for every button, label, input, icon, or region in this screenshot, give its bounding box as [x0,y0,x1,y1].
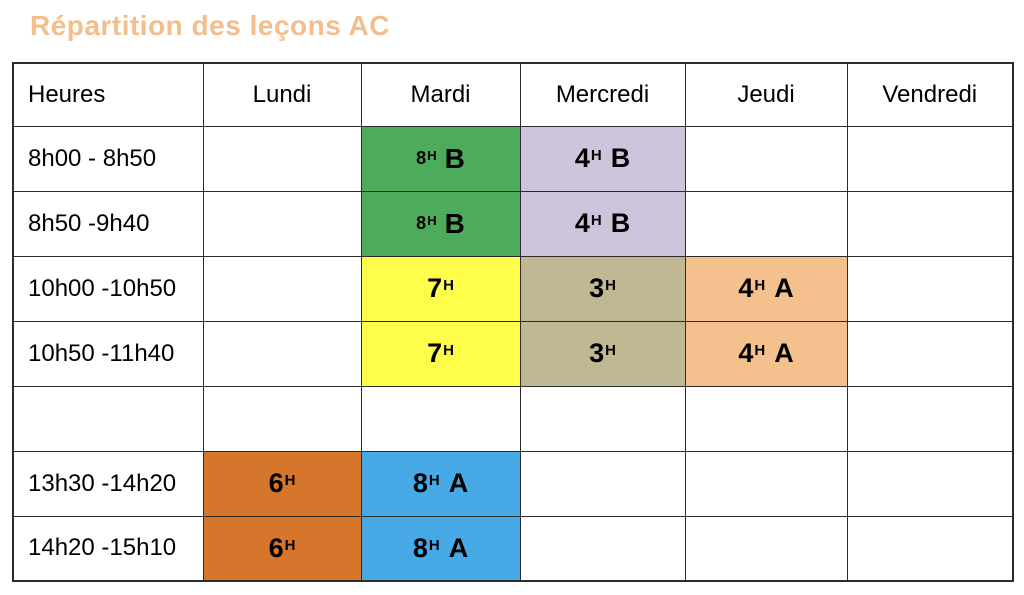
empty-cell [360,385,521,452]
column-header-jeudi: Jeudi [684,62,848,127]
timetable-body: 8h00 - 8h50 8H B 4H B 8h50 -9h40 8H B 4H B 10h00 -… [12,125,1014,582]
lesson-hours-unit: H [605,277,616,294]
lesson-cell: 3H [519,255,686,322]
lesson-hours-unit: H [428,536,440,554]
lesson-hours-unit: H [284,472,296,489]
lesson-group: B [610,143,631,173]
lesson-group: B [444,142,465,174]
time-cell: 10h00 -10h50 [12,255,204,322]
empty-cell [202,255,362,322]
empty-cell [684,515,848,582]
lesson-cell: 4H A [684,255,848,322]
lesson-hours: 7 [427,273,443,303]
lesson-hours-unit: H [443,342,454,359]
empty-cell [202,125,362,192]
lesson-cell: 4H B [519,125,686,192]
lesson-hours: 8 [416,212,427,233]
lesson-cell: 6H [202,515,362,582]
column-header-vendredi: Vendredi [846,62,1014,127]
timetable-header: Heures Lundi Mardi Mercredi Jeudi Vendre… [12,62,1014,127]
lesson-hours-unit: H [428,472,440,489]
lesson-hours-unit: H [427,147,437,163]
lesson-hours: 6 [268,468,284,498]
lesson-cell: 6H [202,450,362,517]
empty-cell [846,320,1014,387]
time-cell: 8h00 - 8h50 [12,125,204,192]
column-header-heures: Heures [12,62,204,127]
table-row: 10h50 -11h40 7H 3H 4H A [12,320,1014,387]
lesson-cell: 3H [519,320,686,387]
lesson-hours-unit: H [443,277,454,294]
lesson-group: A [774,338,794,368]
lesson-cell: 8H B [360,125,521,192]
lesson-group: A [448,468,469,498]
empty-cell [202,190,362,257]
lesson-hours: 7 [427,338,443,368]
lesson-group: B [444,207,465,239]
empty-cell [846,255,1014,322]
column-header-lundi: Lundi [202,62,362,127]
empty-cell [202,320,362,387]
empty-cell [846,450,1014,517]
empty-cell [846,515,1014,582]
timetable: Heures Lundi Mardi Mercredi Jeudi Vendre… [12,62,1014,582]
time-cell: 8h50 -9h40 [12,190,204,257]
page-title: Répartition des leçons AC [30,10,390,41]
lesson-hours: 3 [589,338,605,368]
table-row: 8h00 - 8h50 8H B 4H B [12,125,1014,192]
lesson-hours: 8 [412,468,428,498]
time-cell: 14h20 -15h10 [12,515,204,582]
lesson-hours-unit: H [605,342,616,359]
empty-cell [846,125,1014,192]
lesson-hours-unit: H [590,147,602,164]
lesson-cell: 8H A [360,450,521,517]
lesson-hours-unit: H [590,212,602,229]
empty-cell [846,385,1014,452]
empty-cell [519,515,686,582]
lesson-hours-unit: H [427,212,437,228]
time-cell: 13h30 -14h20 [12,450,204,517]
empty-cell [519,385,686,452]
lesson-group: A [448,532,469,563]
empty-cell [684,125,848,192]
lesson-group: B [610,208,631,238]
lesson-cell: 8H B [360,190,521,257]
empty-cell [202,385,362,452]
table-row: 13h30 -14h20 6H 8H A [12,450,1014,517]
column-header-mercredi: Mercredi [519,62,686,127]
lesson-hours: 3 [589,273,605,303]
lesson-cell: 4H B [519,190,686,257]
lesson-hours: 8 [412,532,428,563]
lesson-group: A [774,273,794,303]
header-row: Heures Lundi Mardi Mercredi Jeudi Vendre… [12,62,1014,127]
lesson-cell: 7H [360,320,521,387]
lesson-cell: 7H [360,255,521,322]
table-row: 10h00 -10h50 7H 3H 4H A [12,255,1014,322]
empty-cell [684,450,848,517]
empty-cell [684,190,848,257]
table-row: 14h20 -15h10 6H 8H A [12,515,1014,582]
lesson-hours: 4 [574,208,590,238]
lesson-hours-unit: H [284,536,296,554]
empty-cell [519,450,686,517]
time-cell [12,385,204,452]
lesson-hours-unit: H [754,277,766,294]
table-row [12,385,1014,452]
column-header-mardi: Mardi [360,62,521,127]
time-cell: 10h50 -11h40 [12,320,204,387]
lesson-hours: 4 [738,273,754,303]
lesson-cell: 8H A [360,515,521,582]
lesson-hours: 4 [738,338,754,368]
empty-cell [684,385,848,452]
lesson-hours: 6 [268,532,284,563]
lesson-hours: 8 [416,147,427,168]
table-row: 8h50 -9h40 8H B 4H B [12,190,1014,257]
lesson-hours-unit: H [754,342,766,359]
lesson-hours: 4 [574,143,590,173]
empty-cell [846,190,1014,257]
lesson-cell: 4H A [684,320,848,387]
